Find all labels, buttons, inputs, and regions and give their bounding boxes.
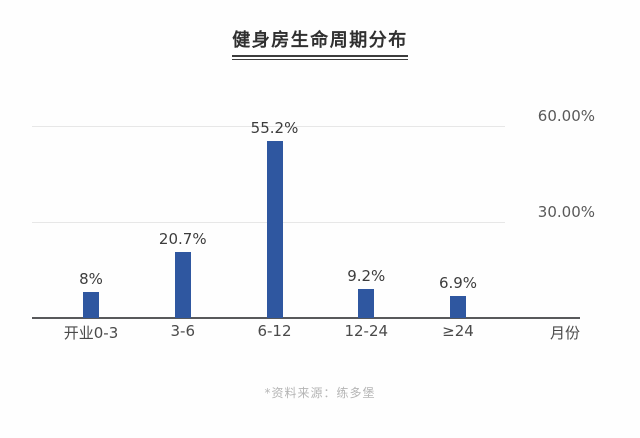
bar (450, 295, 466, 318)
bar-value-label: 9.2% (347, 266, 386, 285)
chart-title: 健身房生命周期分布 (232, 30, 408, 51)
x-tick-label: ≥24 (442, 322, 474, 340)
gridline (32, 126, 505, 127)
bar (83, 292, 99, 318)
x-tick-label: 3-6 (170, 322, 196, 340)
x-axis-unit-label: 月份 (549, 324, 580, 342)
bar-value-label: 6.9% (438, 273, 478, 292)
x-axis-line (32, 317, 580, 319)
bar-value-label: 55.2% (250, 119, 299, 138)
x-tick-label: 6-12 (257, 322, 292, 340)
bar (358, 288, 375, 318)
chart-title-wrap: 健身房生命周期分布 (232, 28, 408, 61)
x-tick-label: 12-24 (344, 322, 389, 340)
bar (174, 251, 191, 318)
y-tick-label: 60.00% (537, 107, 595, 125)
bar-value-label: 8% (79, 270, 103, 289)
title-underline (232, 55, 408, 61)
source-note: *资料来源：练多堡 (264, 386, 376, 400)
x-tick-label: 开业0-3 (63, 324, 119, 342)
chart-title-block: 健身房生命周期分布 (0, 28, 640, 61)
bar-value-label: 20.7% (158, 229, 207, 248)
y-tick-label: 30.00% (537, 203, 595, 221)
bar (266, 141, 283, 318)
